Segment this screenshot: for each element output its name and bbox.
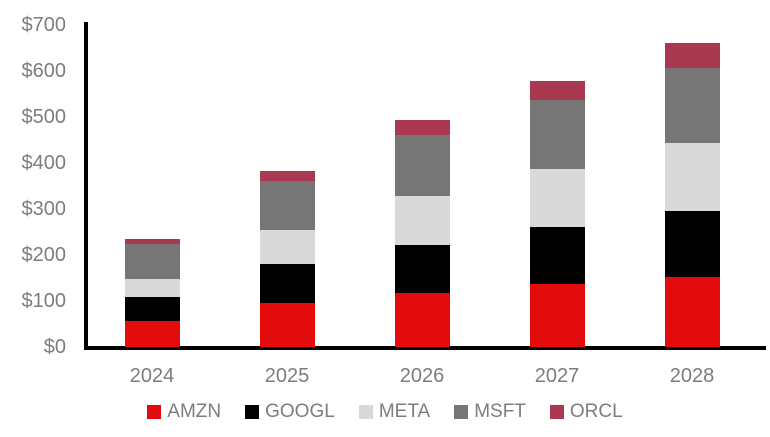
- bar-segment-orcl-2028: [664, 42, 720, 68]
- bar-segment-meta-2024: [124, 278, 180, 297]
- y-tick-label-600: $600: [21, 60, 67, 82]
- y-tick-label-500: $500: [21, 106, 67, 128]
- legend-swatch-icon-googl: [245, 405, 260, 419]
- legend-label-meta: META: [378, 401, 431, 422]
- bar-segment-meta-2025: [259, 230, 315, 265]
- bar-segment-googl-2024: [124, 296, 180, 321]
- bar-segment-msft-2024: [124, 243, 180, 279]
- legend-swatch-icon-meta: [358, 405, 373, 419]
- bar-segment-msft-2026: [394, 134, 450, 197]
- bar-segment-googl-2027: [529, 227, 585, 285]
- bar-segment-amzn-2026: [394, 292, 450, 347]
- x-category-label-2027: 2027: [534, 365, 580, 387]
- y-tick-label-300: $300: [21, 198, 67, 220]
- bar-segment-meta-2028: [664, 143, 720, 211]
- legend-swatch-icon-orcl: [549, 405, 564, 419]
- bar-segment-meta-2027: [529, 168, 585, 228]
- bar-segment-msft-2028: [664, 67, 720, 144]
- bar-segment-googl-2025: [259, 264, 315, 304]
- x-category-label-2028: 2028: [669, 365, 715, 387]
- x-category-label-2025: 2025: [264, 365, 310, 387]
- y-tick-label-700: $700: [21, 14, 67, 36]
- legend-item-amzn: AMZN: [147, 401, 221, 423]
- legend-label-googl: GOOGL: [265, 401, 335, 422]
- legend-label-orcl: ORCL: [569, 401, 623, 422]
- x-category-label-2026: 2026: [399, 365, 445, 387]
- bar-segment-msft-2027: [529, 99, 585, 169]
- legend-item-meta: META: [358, 401, 431, 423]
- x-axis-line: [84, 346, 766, 350]
- legend-label-amzn: AMZN: [167, 401, 222, 422]
- legend-item-googl: GOOGL: [245, 401, 335, 423]
- y-tick-label-200: $200: [21, 244, 67, 266]
- y-axis-line: [84, 22, 88, 350]
- bar-segment-googl-2026: [394, 244, 450, 293]
- legend-swatch-icon-amzn: [147, 405, 162, 419]
- legend-item-orcl: ORCL: [549, 401, 623, 423]
- bar-segment-googl-2028: [664, 210, 720, 277]
- legend-swatch-icon-msft: [454, 405, 469, 419]
- bar-segment-meta-2026: [394, 196, 450, 245]
- legend-label-msft: MSFT: [474, 401, 526, 422]
- y-tick-label-400: $400: [21, 152, 67, 174]
- bar-segment-amzn-2027: [529, 284, 585, 347]
- bar-segment-amzn-2028: [664, 276, 720, 347]
- bar-segment-amzn-2025: [259, 303, 315, 347]
- y-tick-label-0: $0: [43, 336, 66, 358]
- y-tick-label-100: $100: [21, 290, 67, 312]
- bar-segment-orcl-2026: [394, 119, 450, 135]
- bar-segment-orcl-2025: [259, 171, 315, 181]
- bar-segment-msft-2025: [259, 180, 315, 231]
- bar-segment-orcl-2024: [124, 239, 180, 244]
- bar-segment-amzn-2024: [124, 320, 180, 347]
- chart-legend: AMZN GOOGL META MSFT ORCL: [0, 401, 770, 423]
- bar-segment-orcl-2027: [529, 81, 585, 100]
- legend-item-msft: MSFT: [454, 401, 526, 423]
- x-category-label-2024: 2024: [129, 365, 175, 387]
